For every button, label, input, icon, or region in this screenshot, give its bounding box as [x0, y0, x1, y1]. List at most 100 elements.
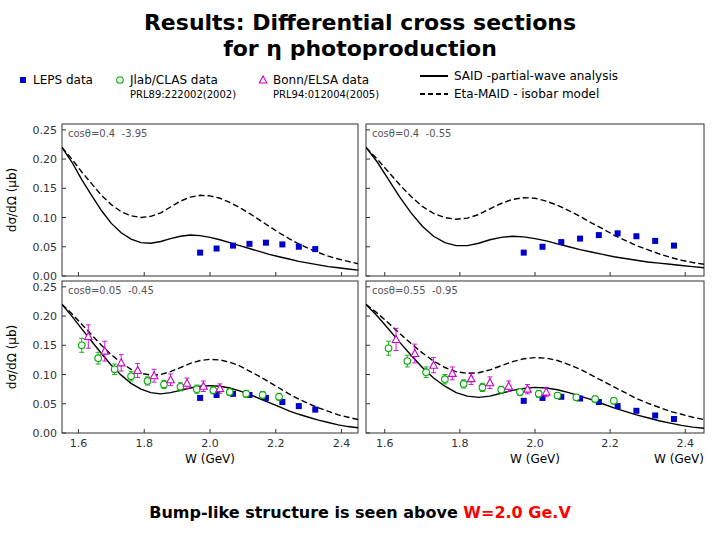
y-axis-label: dσ/dΩ (μb) [5, 168, 19, 232]
y-tick [62, 217, 66, 218]
data-point [167, 376, 175, 383]
panel-title: cosθ=0.4 -3.95 [68, 128, 147, 139]
y-tick [366, 345, 370, 346]
data-point [246, 241, 252, 247]
y-tick-label: 0.10 [33, 212, 58, 225]
error-bar [555, 393, 560, 399]
y-tick-label: 0.15 [33, 339, 58, 352]
data-point [486, 379, 494, 386]
y-tick [366, 403, 370, 404]
y-tick [366, 217, 370, 218]
line [62, 147, 358, 263]
data-point [479, 384, 486, 391]
data-point [498, 386, 505, 393]
legend-label: LEPS data [33, 73, 93, 87]
data-point [554, 392, 561, 399]
data-point [117, 359, 125, 366]
y-tick-label: 0.15 [33, 182, 58, 195]
x-tick [685, 429, 686, 433]
error-bar [593, 396, 598, 402]
x-tick-label: 2.0 [526, 437, 544, 450]
error-bar [244, 390, 249, 397]
panel: 1.61.82.02.22.4W (GeV)cosθ=0.55 -0.95 [366, 281, 704, 466]
x-tick [78, 429, 79, 433]
y-tick-label: 0.20 [33, 310, 58, 323]
legend-reference: PRL89:222002(2002) [130, 89, 236, 100]
data-point [652, 412, 658, 418]
legend-label: SAID -partial-wave analysis [454, 69, 618, 83]
data-point [263, 240, 269, 246]
plot-area [62, 304, 358, 427]
title: Results: Differential cross sections [144, 10, 576, 35]
y-tick [62, 129, 66, 130]
error-bar [145, 377, 150, 385]
data-point [524, 385, 532, 392]
error-bar [194, 385, 199, 393]
data-point [216, 385, 224, 392]
error-bar [79, 338, 84, 352]
data-point [312, 407, 318, 413]
y-tick [366, 159, 370, 160]
data-point [633, 408, 639, 414]
line [366, 147, 704, 264]
line [62, 147, 358, 270]
y-axis-label: dσ/dΩ (μb) [5, 325, 19, 389]
data-point [296, 403, 302, 409]
data-point [214, 246, 220, 252]
legend-label: Eta-MAID - isobar model [454, 87, 599, 101]
x-axis-label: W (GeV) [185, 452, 235, 466]
data-point [671, 416, 677, 422]
data-point [521, 250, 527, 256]
y-tick-label: 0.05 [33, 398, 58, 411]
data-point [423, 369, 430, 376]
data-point [652, 238, 658, 244]
line [366, 147, 704, 267]
x-tick-label: 1.6 [70, 437, 88, 450]
data-point [134, 366, 142, 373]
x-tick [275, 429, 276, 433]
error-bar [129, 372, 134, 381]
plot-frame [62, 124, 358, 276]
error-bar [227, 389, 232, 396]
data-point [183, 379, 191, 386]
x-tick-label: 2.0 [201, 437, 219, 450]
y-tick [62, 316, 66, 317]
x-tick-label: 1.8 [451, 437, 469, 450]
y-tick-label: 0.00 [33, 427, 58, 440]
y-tick [62, 374, 66, 375]
data-point [385, 345, 392, 352]
error-bar [161, 380, 166, 388]
y-tick [62, 159, 66, 160]
y-tick-label: 0.25 [33, 281, 58, 294]
data-point [430, 361, 438, 368]
x-tick [535, 272, 536, 276]
x-tick-label: 1.8 [135, 437, 153, 450]
x-tick [144, 429, 145, 433]
legend-marker [20, 77, 26, 83]
x-tick [78, 272, 79, 276]
data-point [535, 391, 542, 398]
data-point [404, 358, 411, 365]
y-tick [366, 286, 370, 287]
legend-marker [117, 77, 124, 84]
error-bar [211, 387, 216, 394]
data-point [449, 369, 457, 376]
line [62, 304, 358, 419]
subtitle: for η photoproduction [223, 36, 497, 61]
y-tick [366, 246, 370, 247]
data-point [243, 391, 250, 398]
figure: Results: Differential cross sectionsfor … [0, 0, 720, 540]
data-point [226, 389, 233, 396]
data-point [467, 375, 475, 382]
data-point [85, 333, 93, 340]
data-point [411, 349, 419, 356]
data-point [505, 382, 513, 389]
footer-text: W=2.0 Ge.V [463, 503, 571, 522]
y-tick [62, 345, 66, 346]
panel-title: cosθ=0.55 -0.95 [372, 285, 458, 296]
legend-marker [259, 76, 267, 83]
y-tick [366, 316, 370, 317]
error-bar [405, 355, 410, 367]
line [62, 304, 358, 427]
error-bar [517, 389, 522, 396]
